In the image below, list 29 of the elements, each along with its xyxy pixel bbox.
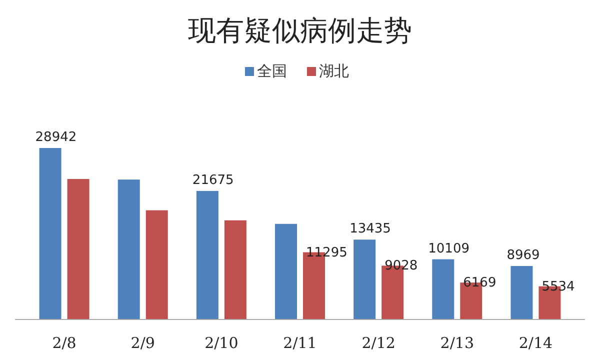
legend-label: 全国 xyxy=(257,62,287,80)
x-tick-label: 2/14 xyxy=(518,334,553,352)
x-tick-label: 2/12 xyxy=(362,334,396,352)
bar xyxy=(196,190,218,319)
x-tick-label: 2/8 xyxy=(52,334,76,352)
x-tick-label: 2/13 xyxy=(440,334,474,352)
data-label: 11295 xyxy=(306,245,348,260)
bar xyxy=(118,180,140,319)
data-label: 21675 xyxy=(192,172,234,188)
chart-title: 现有疑似病例走势 xyxy=(188,14,412,47)
data-label: 8969 xyxy=(506,248,540,264)
x-tick-label: 2/9 xyxy=(130,334,155,352)
data-label: 5534 xyxy=(542,279,575,294)
data-label: 28942 xyxy=(35,130,77,145)
bar xyxy=(354,240,376,319)
bar xyxy=(275,224,297,319)
x-tick-label: 2/11 xyxy=(283,334,317,352)
data-label: 9028 xyxy=(384,258,418,274)
bar xyxy=(432,259,454,319)
data-label: 6169 xyxy=(463,276,496,291)
data-label: 13435 xyxy=(350,222,391,237)
bar xyxy=(39,148,62,319)
x-tick-label: 2/10 xyxy=(204,334,238,352)
bar xyxy=(224,220,246,319)
bar xyxy=(67,178,90,319)
data-label: 10109 xyxy=(428,241,470,256)
legend-label: 湖北 xyxy=(319,62,349,80)
bar xyxy=(510,266,533,319)
bar xyxy=(146,210,168,319)
